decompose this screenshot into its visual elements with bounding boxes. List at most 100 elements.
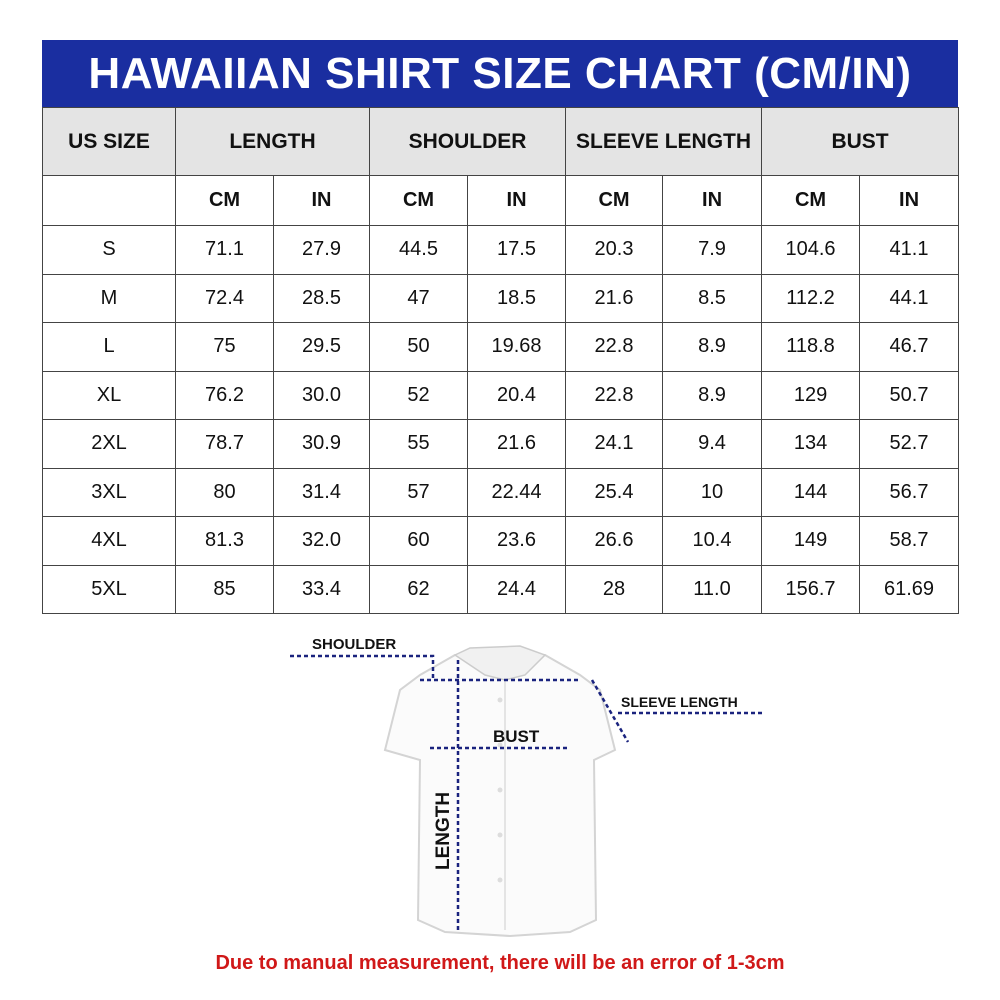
unit-header-row: CM IN CM IN CM IN CM IN bbox=[42, 175, 960, 226]
size-cell: S bbox=[42, 225, 176, 275]
measurement-cell: 8.9 bbox=[662, 370, 763, 420]
size-table: US SIZE LENGTH SHOULDER SLEEVE LENGTH BU… bbox=[42, 107, 960, 614]
measurement-cell: 18.5 bbox=[467, 273, 567, 323]
unit-header: CM bbox=[565, 175, 664, 226]
bust-label: BUST bbox=[493, 727, 540, 746]
size-cell: 2XL bbox=[42, 419, 176, 469]
length-header: LENGTH bbox=[174, 107, 371, 176]
sleeve-length-label: SLEEVE LENGTH bbox=[621, 694, 738, 710]
measurement-cell: 57 bbox=[369, 467, 469, 517]
measurement-cell: 81.3 bbox=[175, 516, 274, 566]
unit-header: IN bbox=[662, 175, 763, 226]
measurement-cell: 26.6 bbox=[565, 516, 664, 566]
measurement-cell: 72.4 bbox=[175, 273, 274, 323]
measurement-cell: 19.68 bbox=[467, 322, 567, 372]
measurement-cell: 149 bbox=[761, 516, 861, 566]
measurement-cell: 60 bbox=[369, 516, 469, 566]
measurement-cell: 44.1 bbox=[859, 273, 960, 323]
measurement-cell: 21.6 bbox=[565, 273, 664, 323]
measurement-cell: 80 bbox=[175, 467, 274, 517]
measurement-cell: 10 bbox=[662, 467, 763, 517]
measurement-cell: 46.7 bbox=[859, 322, 960, 372]
measurement-cell: 156.7 bbox=[761, 564, 861, 614]
size-cell: 4XL bbox=[42, 516, 176, 566]
shirt-illustration bbox=[383, 645, 617, 938]
length-label: LENGTH bbox=[433, 792, 454, 870]
group-header-row: US SIZE LENGTH SHOULDER SLEEVE LENGTH BU… bbox=[42, 107, 960, 176]
measurement-cell: 7.9 bbox=[662, 225, 763, 275]
measurement-cell: 11.0 bbox=[662, 564, 763, 614]
measurement-cell: 52 bbox=[369, 370, 469, 420]
measurement-cell: 25.4 bbox=[565, 467, 664, 517]
size-cell: 3XL bbox=[42, 467, 176, 517]
size-cell: L bbox=[42, 322, 176, 372]
table-row: L 75 29.5 50 19.68 22.8 8.9 118.8 46.7 bbox=[42, 322, 960, 372]
measurement-cell: 52.7 bbox=[859, 419, 960, 469]
measurement-cell: 41.1 bbox=[859, 225, 960, 275]
empty-cell bbox=[42, 175, 176, 226]
measurement-cell: 20.3 bbox=[565, 225, 664, 275]
measurement-error-note: Due to manual measurement, there will be… bbox=[215, 952, 785, 974]
measurement-cell: 17.5 bbox=[467, 225, 567, 275]
measurement-cell: 55 bbox=[369, 419, 469, 469]
measurement-cell: 8.5 bbox=[662, 273, 763, 323]
measurement-cell: 24.4 bbox=[467, 564, 567, 614]
measurement-cell: 85 bbox=[175, 564, 274, 614]
unit-header: CM bbox=[761, 175, 861, 226]
shoulder-pointer-line bbox=[290, 654, 435, 680]
measurement-cell: 32.0 bbox=[272, 516, 371, 566]
measurement-cell: 27.9 bbox=[272, 225, 371, 275]
measurement-cell: 47 bbox=[369, 273, 469, 323]
shirt-measurement-diagram: SHOULDER SLEEVE LENGTH BUST LENGTH bbox=[290, 636, 762, 938]
measurement-cell: 23.6 bbox=[467, 516, 567, 566]
unit-header: CM bbox=[369, 175, 469, 226]
chart-title: HAWAIIAN SHIRT SIZE CHART (CM/IN) bbox=[42, 40, 958, 107]
measurement-cell: 10.4 bbox=[662, 516, 763, 566]
measurement-cell: 24.1 bbox=[565, 419, 664, 469]
measurement-cell: 29.5 bbox=[272, 322, 371, 372]
measurement-cell: 62 bbox=[369, 564, 469, 614]
sleeve-length-header: SLEEVE LENGTH bbox=[565, 107, 763, 176]
size-cell: XL bbox=[42, 370, 176, 420]
table-row: 5XL 85 33.4 62 24.4 28 11.0 156.7 61.69 bbox=[42, 564, 960, 614]
table-row: S 71.1 27.9 44.5 17.5 20.3 7.9 104.6 41.1 bbox=[42, 225, 960, 275]
size-cell: 5XL bbox=[42, 564, 176, 614]
measurement-cell: 50.7 bbox=[859, 370, 960, 420]
us-size-header: US SIZE bbox=[42, 107, 176, 176]
measurement-cell: 112.2 bbox=[761, 273, 861, 323]
measurement-cell: 44.5 bbox=[369, 225, 469, 275]
shoulder-header: SHOULDER bbox=[369, 107, 567, 176]
measurement-cell: 28 bbox=[565, 564, 664, 614]
measurement-cell: 22.8 bbox=[565, 370, 664, 420]
measurement-cell: 50 bbox=[369, 322, 469, 372]
measurement-cell: 129 bbox=[761, 370, 861, 420]
table-row: 3XL 80 31.4 57 22.44 25.4 10 144 56.7 bbox=[42, 467, 960, 517]
measurement-cell: 144 bbox=[761, 467, 861, 517]
unit-header: CM bbox=[175, 175, 274, 226]
measurement-cell: 20.4 bbox=[467, 370, 567, 420]
measurement-cell: 61.69 bbox=[859, 564, 960, 614]
measurement-cell: 134 bbox=[761, 419, 861, 469]
table-row: 4XL 81.3 32.0 60 23.6 26.6 10.4 149 58.7 bbox=[42, 516, 960, 566]
measurement-cell: 58.7 bbox=[859, 516, 960, 566]
table-row: M 72.4 28.5 47 18.5 21.6 8.5 112.2 44.1 bbox=[42, 273, 960, 323]
measurement-cell: 28.5 bbox=[272, 273, 371, 323]
measurement-cell: 104.6 bbox=[761, 225, 861, 275]
measurement-cell: 76.2 bbox=[175, 370, 274, 420]
measurement-cell: 30.0 bbox=[272, 370, 371, 420]
measurement-cell: 22.8 bbox=[565, 322, 664, 372]
bust-header: BUST bbox=[761, 107, 960, 176]
unit-header: IN bbox=[272, 175, 371, 226]
measurement-cell: 56.7 bbox=[859, 467, 960, 517]
measurement-cell: 71.1 bbox=[175, 225, 274, 275]
measurement-cell: 118.8 bbox=[761, 322, 861, 372]
shoulder-label: SHOULDER bbox=[312, 636, 396, 653]
measurement-cell: 9.4 bbox=[662, 419, 763, 469]
measurement-cell: 21.6 bbox=[467, 419, 567, 469]
size-cell: M bbox=[42, 273, 176, 323]
measurement-cell: 31.4 bbox=[272, 467, 371, 517]
sleeve-pointer-line bbox=[590, 679, 630, 743]
measurement-cell: 30.9 bbox=[272, 419, 371, 469]
measurement-cell: 78.7 bbox=[175, 419, 274, 469]
measurement-cell: 75 bbox=[175, 322, 274, 372]
